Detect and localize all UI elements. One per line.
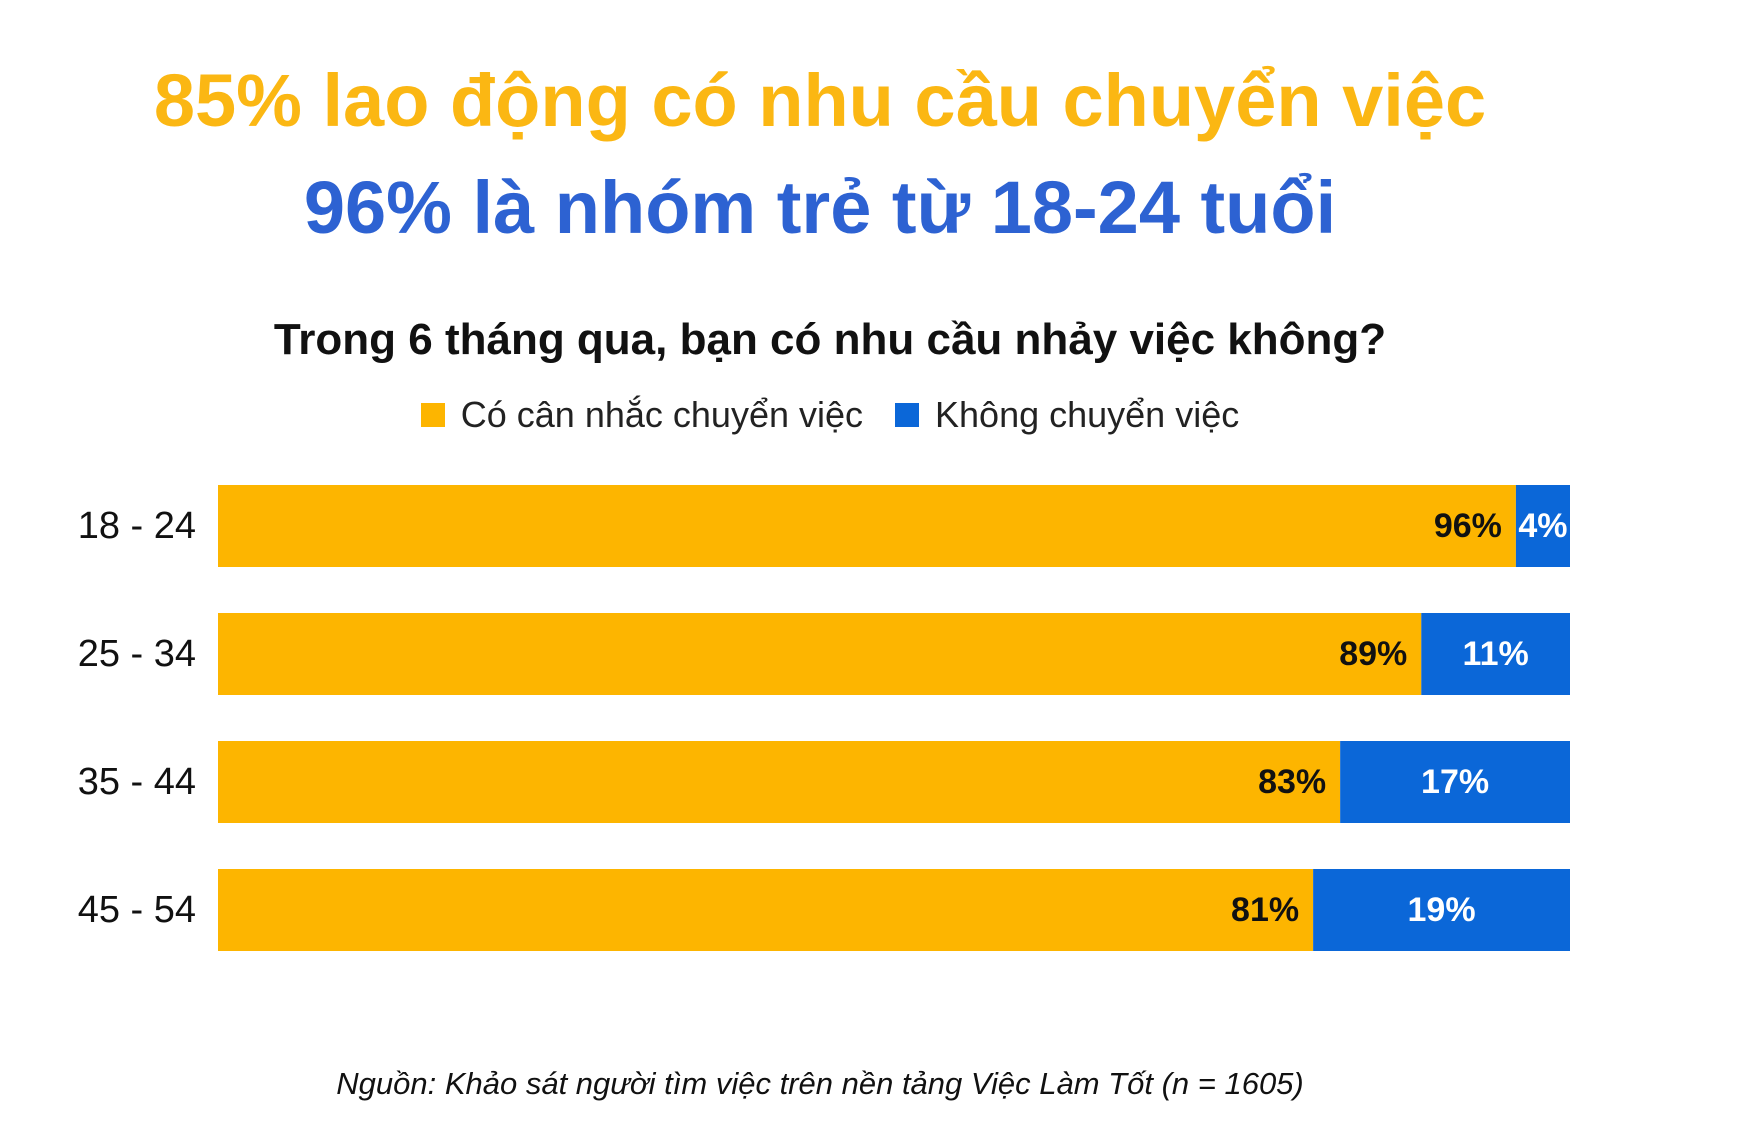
data-label-consider-switch-18-24: 96%	[1434, 507, 1502, 545]
legend-item-consider-switch: Có cân nhắc chuyển việc	[420, 394, 864, 435]
legend-label-no-switch: Không chuyển việc	[935, 394, 1240, 435]
bar-no-switch-45-54	[1313, 869, 1570, 951]
bar-consider-switch-25-34	[218, 613, 1422, 695]
category-label-25-34: 25 - 34	[78, 633, 196, 675]
data-label-no-switch-25-34: 11%	[1463, 635, 1529, 673]
legend-swatch-no-switch	[895, 403, 920, 427]
bar-consider-switch-45-54	[218, 869, 1314, 951]
data-label-no-switch-18-24: 4%	[1518, 507, 1567, 545]
data-label-consider-switch-25-34: 89%	[1339, 635, 1407, 673]
legend-swatch-consider-switch	[420, 403, 445, 427]
data-label-consider-switch-45-54: 81%	[1231, 891, 1299, 929]
data-label-no-switch-35-44: 17%	[1421, 763, 1489, 801]
source-note: Nguồn: Khảo sát người tìm việc trên nền …	[336, 1066, 1304, 1101]
headline-primary: 85% lao động có nhu cầu chuyển việc	[153, 59, 1487, 142]
chart-legend: Có cân nhắc chuyển việc Không chuyển việ…	[0, 397, 1660, 433]
bar-consider-switch-18-24	[218, 485, 1516, 567]
bar-no-switch-25-34	[1421, 613, 1570, 695]
legend-item-no-switch: Không chuyển việc	[895, 397, 1239, 433]
bar-consider-switch-35-44	[218, 741, 1341, 823]
bar-no-switch-18-24	[1515, 485, 1570, 567]
category-label-18-24: 18 - 24	[78, 505, 196, 547]
chart-title: Trong 6 tháng qua, bạn có nhu cầu nhảy v…	[273, 315, 1387, 364]
category-label-45-54: 45 - 54	[78, 889, 196, 931]
legend-label-consider-switch: Có cân nhắc chuyển việc	[460, 394, 864, 435]
data-label-no-switch-45-54: 19%	[1408, 891, 1476, 929]
category-label-35-44: 35 - 44	[78, 761, 196, 803]
data-label-consider-switch-35-44: 83%	[1258, 763, 1326, 801]
bar-no-switch-35-44	[1340, 741, 1570, 823]
headline-secondary: 96% là nhóm trẻ từ 18-24 tuổi	[303, 166, 1337, 249]
